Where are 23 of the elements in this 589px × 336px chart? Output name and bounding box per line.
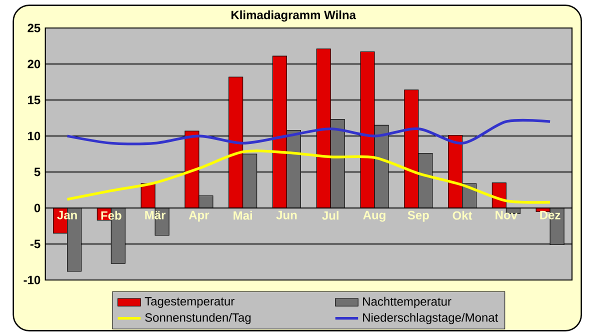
y-tick-label: 20 bbox=[28, 60, 40, 68]
legend-label: Sonnenstunden/Tag bbox=[145, 312, 251, 324]
legend-label: Tagestemperatur bbox=[144, 297, 234, 308]
x-tick-label: Jun bbox=[276, 210, 297, 220]
legend-label: Niederschlagstage/Monat bbox=[363, 312, 498, 324]
x-tick-label: Jul bbox=[322, 210, 338, 220]
y-tick-label: 0 bbox=[34, 204, 40, 212]
y-tick-label: 5 bbox=[34, 168, 40, 176]
x-tick-label: Feb bbox=[101, 210, 122, 220]
legend-label: Nachttemperatur bbox=[363, 296, 452, 308]
x-tick-label: Apr bbox=[188, 210, 210, 222]
line-series bbox=[66, 150, 552, 204]
chart-title: Klimadiagramm Wilna bbox=[232, 10, 356, 22]
x-tick-label: Sep bbox=[408, 210, 429, 222]
x-tick-label: Okt bbox=[452, 210, 472, 220]
x-tick-label: Nov bbox=[496, 210, 518, 220]
y-tick-label: 15 bbox=[28, 96, 40, 104]
y-tick-label: -10 bbox=[24, 276, 40, 284]
y-tick-label: 10 bbox=[28, 132, 40, 140]
x-tick-label: Aug bbox=[363, 210, 386, 222]
y-tick-label: 25 bbox=[28, 24, 40, 32]
y-tick-label: -5 bbox=[30, 240, 40, 248]
x-tick-label: Mai bbox=[234, 210, 252, 220]
